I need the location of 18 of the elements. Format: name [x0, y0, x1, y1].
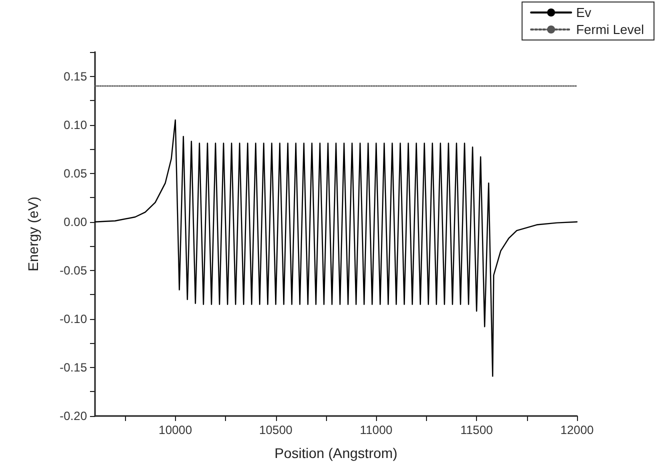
x-tick-label: 12000	[560, 423, 594, 437]
y-tick-label: 0.15	[64, 69, 88, 84]
x-tick-label: 11500	[460, 423, 494, 437]
legend-label: Ev	[576, 5, 592, 20]
line-series	[94, 119, 578, 377]
y-tick-label: -0.05	[60, 263, 88, 278]
legend-label: Fermi Level	[576, 22, 644, 37]
x-axis-title: Position (Angstrom)	[274, 445, 398, 461]
y-tick-label: -0.15	[60, 360, 88, 374]
x-tick-label: 10000	[158, 423, 192, 437]
x-tick-label: 10500	[259, 423, 293, 437]
y-axis-title: Energy (eV)	[25, 196, 41, 272]
y-tick-label: -0.10	[60, 312, 88, 326]
x-tick-label: 11000	[360, 423, 393, 437]
y-tick-label: 0.05	[64, 166, 88, 180]
y-tick-label: -0.20	[60, 409, 88, 423]
y-tick-label: 0.10	[64, 118, 88, 132]
y-tick-label: 0.00	[64, 214, 88, 229]
